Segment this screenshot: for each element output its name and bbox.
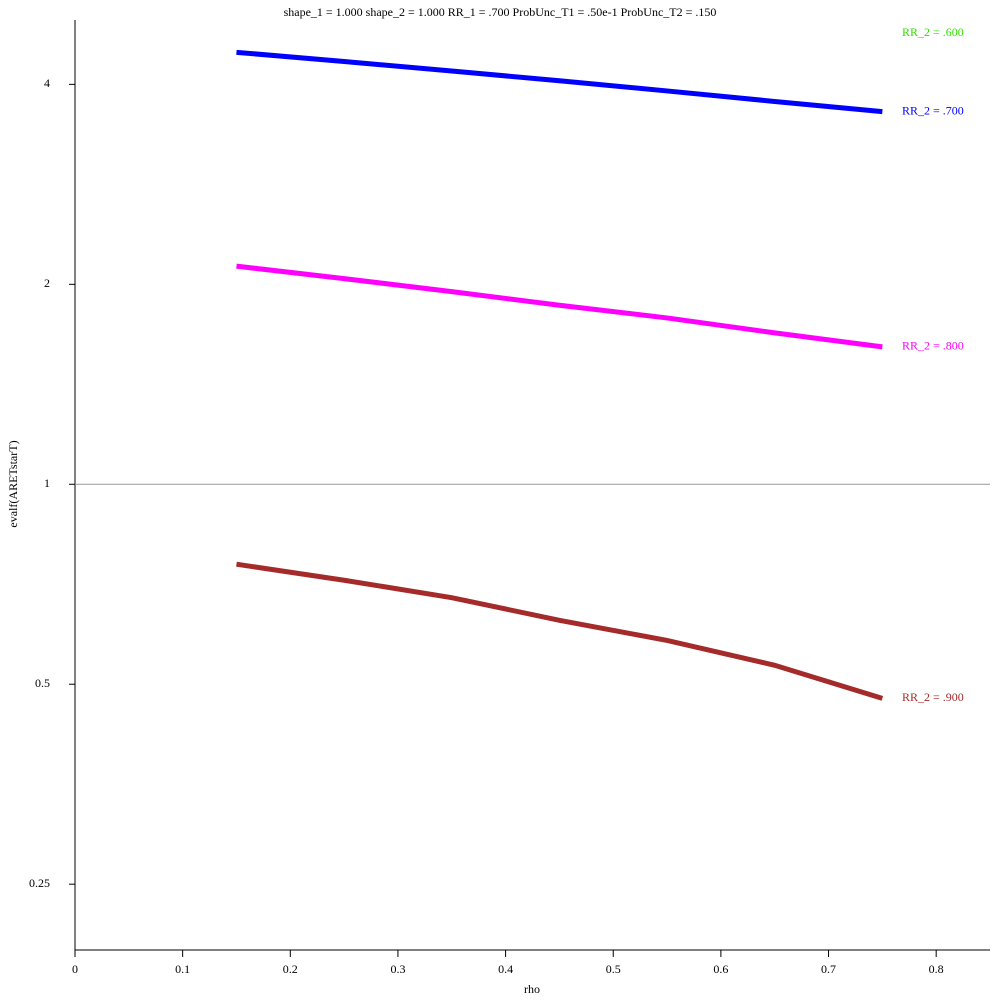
y-tick-label: 1 bbox=[44, 476, 50, 490]
series-line bbox=[236, 561, 884, 701]
x-tick-label: 0 bbox=[72, 962, 78, 976]
series-line bbox=[236, 263, 883, 350]
x-tick-label: 0.6 bbox=[713, 962, 728, 976]
x-tick-label: 0.4 bbox=[498, 962, 513, 976]
y-tick-label: 0.25 bbox=[29, 876, 50, 890]
y-tick-label: 2 bbox=[44, 276, 50, 290]
legend-label: RR_2 = .700 bbox=[902, 103, 964, 117]
x-tick-label: 0.8 bbox=[929, 962, 944, 976]
y-tick-label: 4 bbox=[44, 76, 50, 90]
y-axis-label: evalf(ARETstarT) bbox=[6, 440, 20, 527]
legend-label: RR_2 = .800 bbox=[902, 339, 964, 353]
chart-title: shape_1 = 1.000 shape_2 = 1.000 RR_1 = .… bbox=[284, 5, 717, 19]
x-tick-label: 0.3 bbox=[390, 962, 405, 976]
x-tick-label: 0.5 bbox=[606, 962, 621, 976]
x-axis-label: rho bbox=[524, 982, 540, 996]
legend-label: RR_2 = .900 bbox=[902, 690, 964, 704]
y-tick-label: 0.5 bbox=[35, 676, 50, 690]
x-tick-label: 0.2 bbox=[283, 962, 298, 976]
x-tick-label: 0.1 bbox=[175, 962, 190, 976]
series-line bbox=[236, 49, 883, 115]
legend-label: RR_2 = .600 bbox=[902, 25, 964, 39]
x-tick-label: 0.7 bbox=[821, 962, 836, 976]
